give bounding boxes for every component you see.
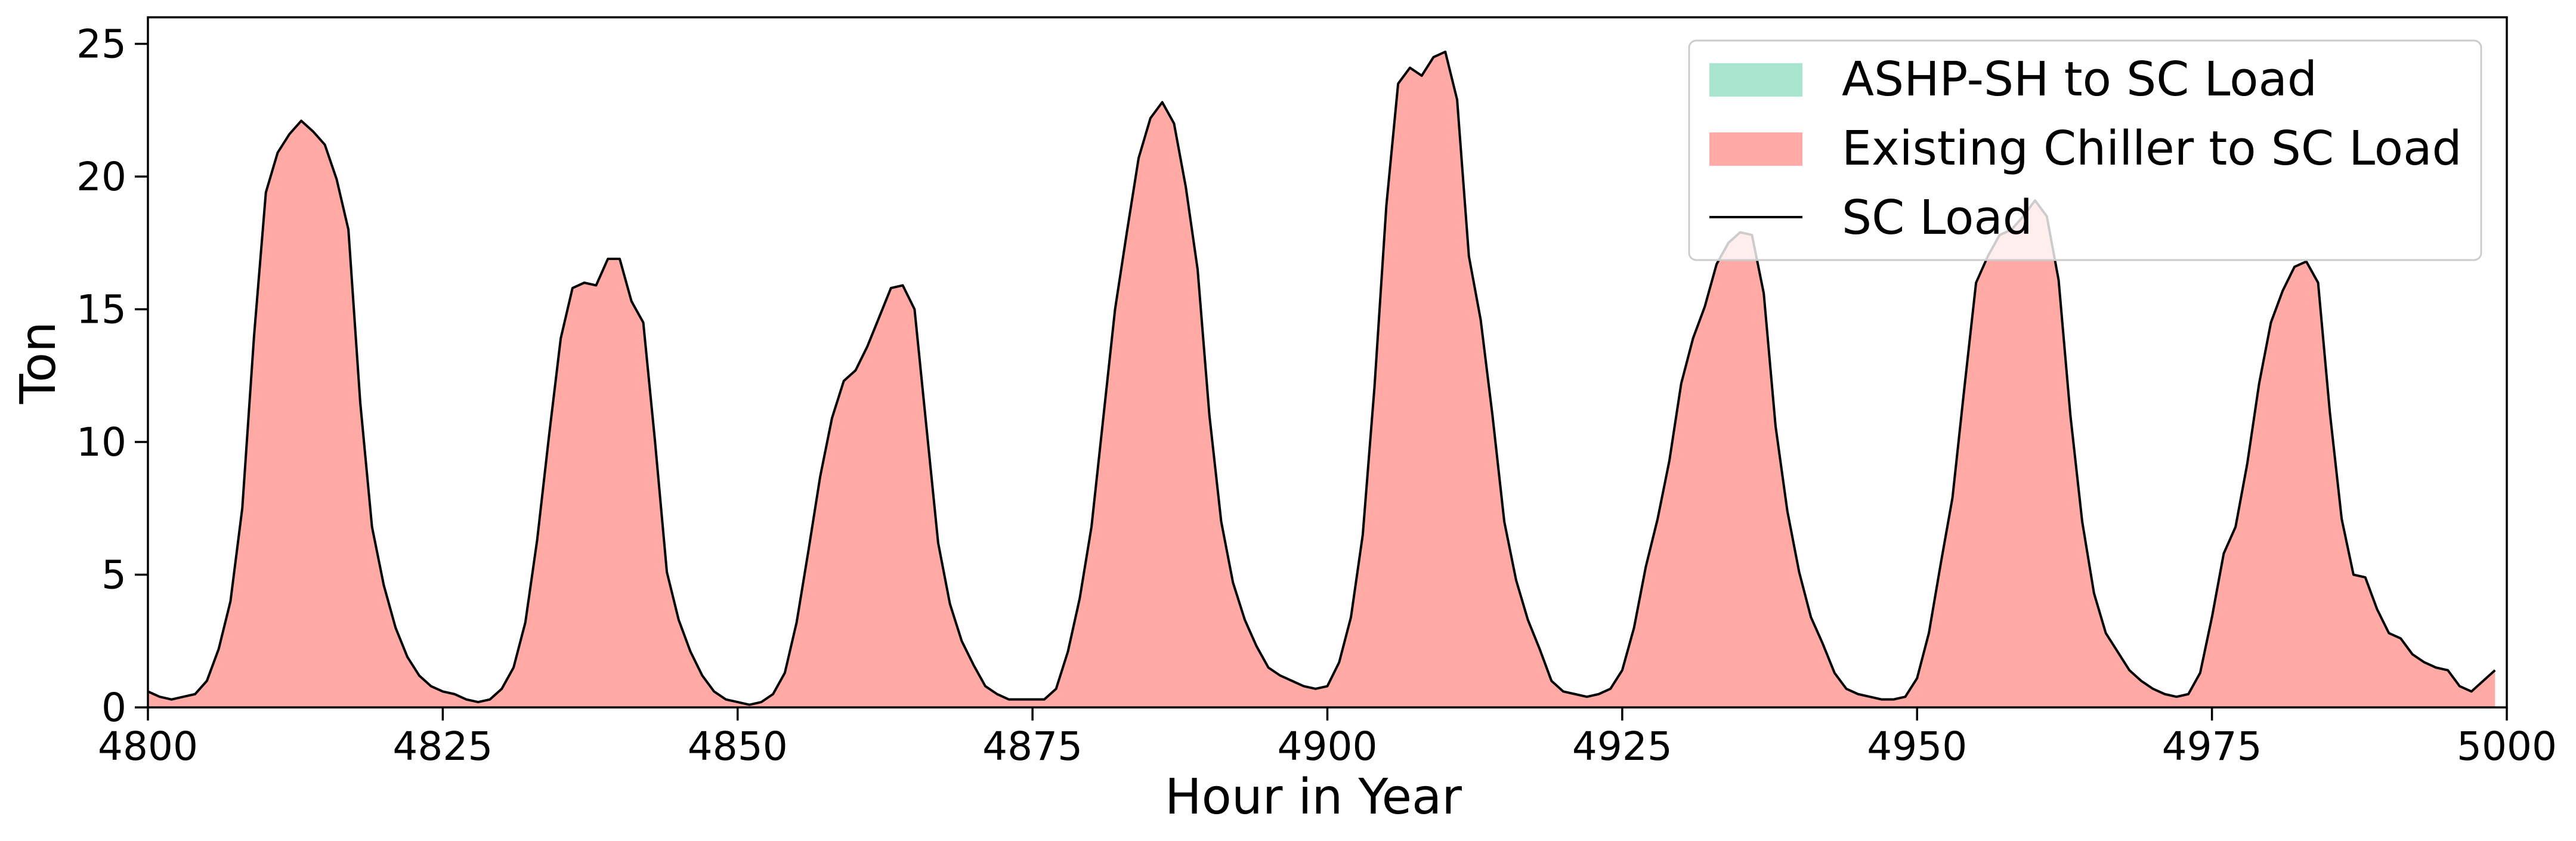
legend-swatch-ashp [1709,63,1802,97]
legend: ASHP-SH to SC Load Existing Chiller to S… [1688,39,2482,261]
y-tick-label: 20 [76,154,126,200]
x-tick-label: 4925 [1572,723,1672,769]
y-axis-label: Ton [10,321,67,404]
x-tick-label: 4975 [2162,723,2262,769]
x-tick-label: 4950 [1867,723,1967,769]
x-axis: 4800 4825 4850 4875 4900 4925 4950 4975 5000 [98,707,2557,769]
x-tick-label: 4800 [98,723,198,769]
chiller-area [148,51,2495,708]
legend-swatch-chiller [1709,132,1802,166]
y-axis: 0 5 10 15 20 25 [76,21,148,731]
x-axis-label: Hour in Year [1165,769,1462,825]
x-tick-label: 4825 [392,723,493,769]
x-tick-label: 4850 [688,723,788,769]
y-tick-label: 5 [101,552,126,598]
sc-load-line [147,50,2496,706]
y-tick-label: 25 [76,21,126,67]
y-tick-label: 0 [101,685,126,731]
legend-label-ashp: ASHP-SH to SC Load [1842,52,2317,107]
y-tick-label: 15 [76,287,126,333]
legend-frame [1688,39,2482,261]
y-tick-label: 10 [76,419,126,465]
x-tick-label: 4875 [982,723,1083,769]
legend-label-chiller: Existing Chiller to SC Load [1842,121,2462,176]
x-tick-label: 4900 [1278,723,1378,769]
plot-area [147,50,2496,708]
x-tick-label: 5000 [2457,723,2557,769]
legend-label-sc-load: SC Load [1842,190,2033,245]
